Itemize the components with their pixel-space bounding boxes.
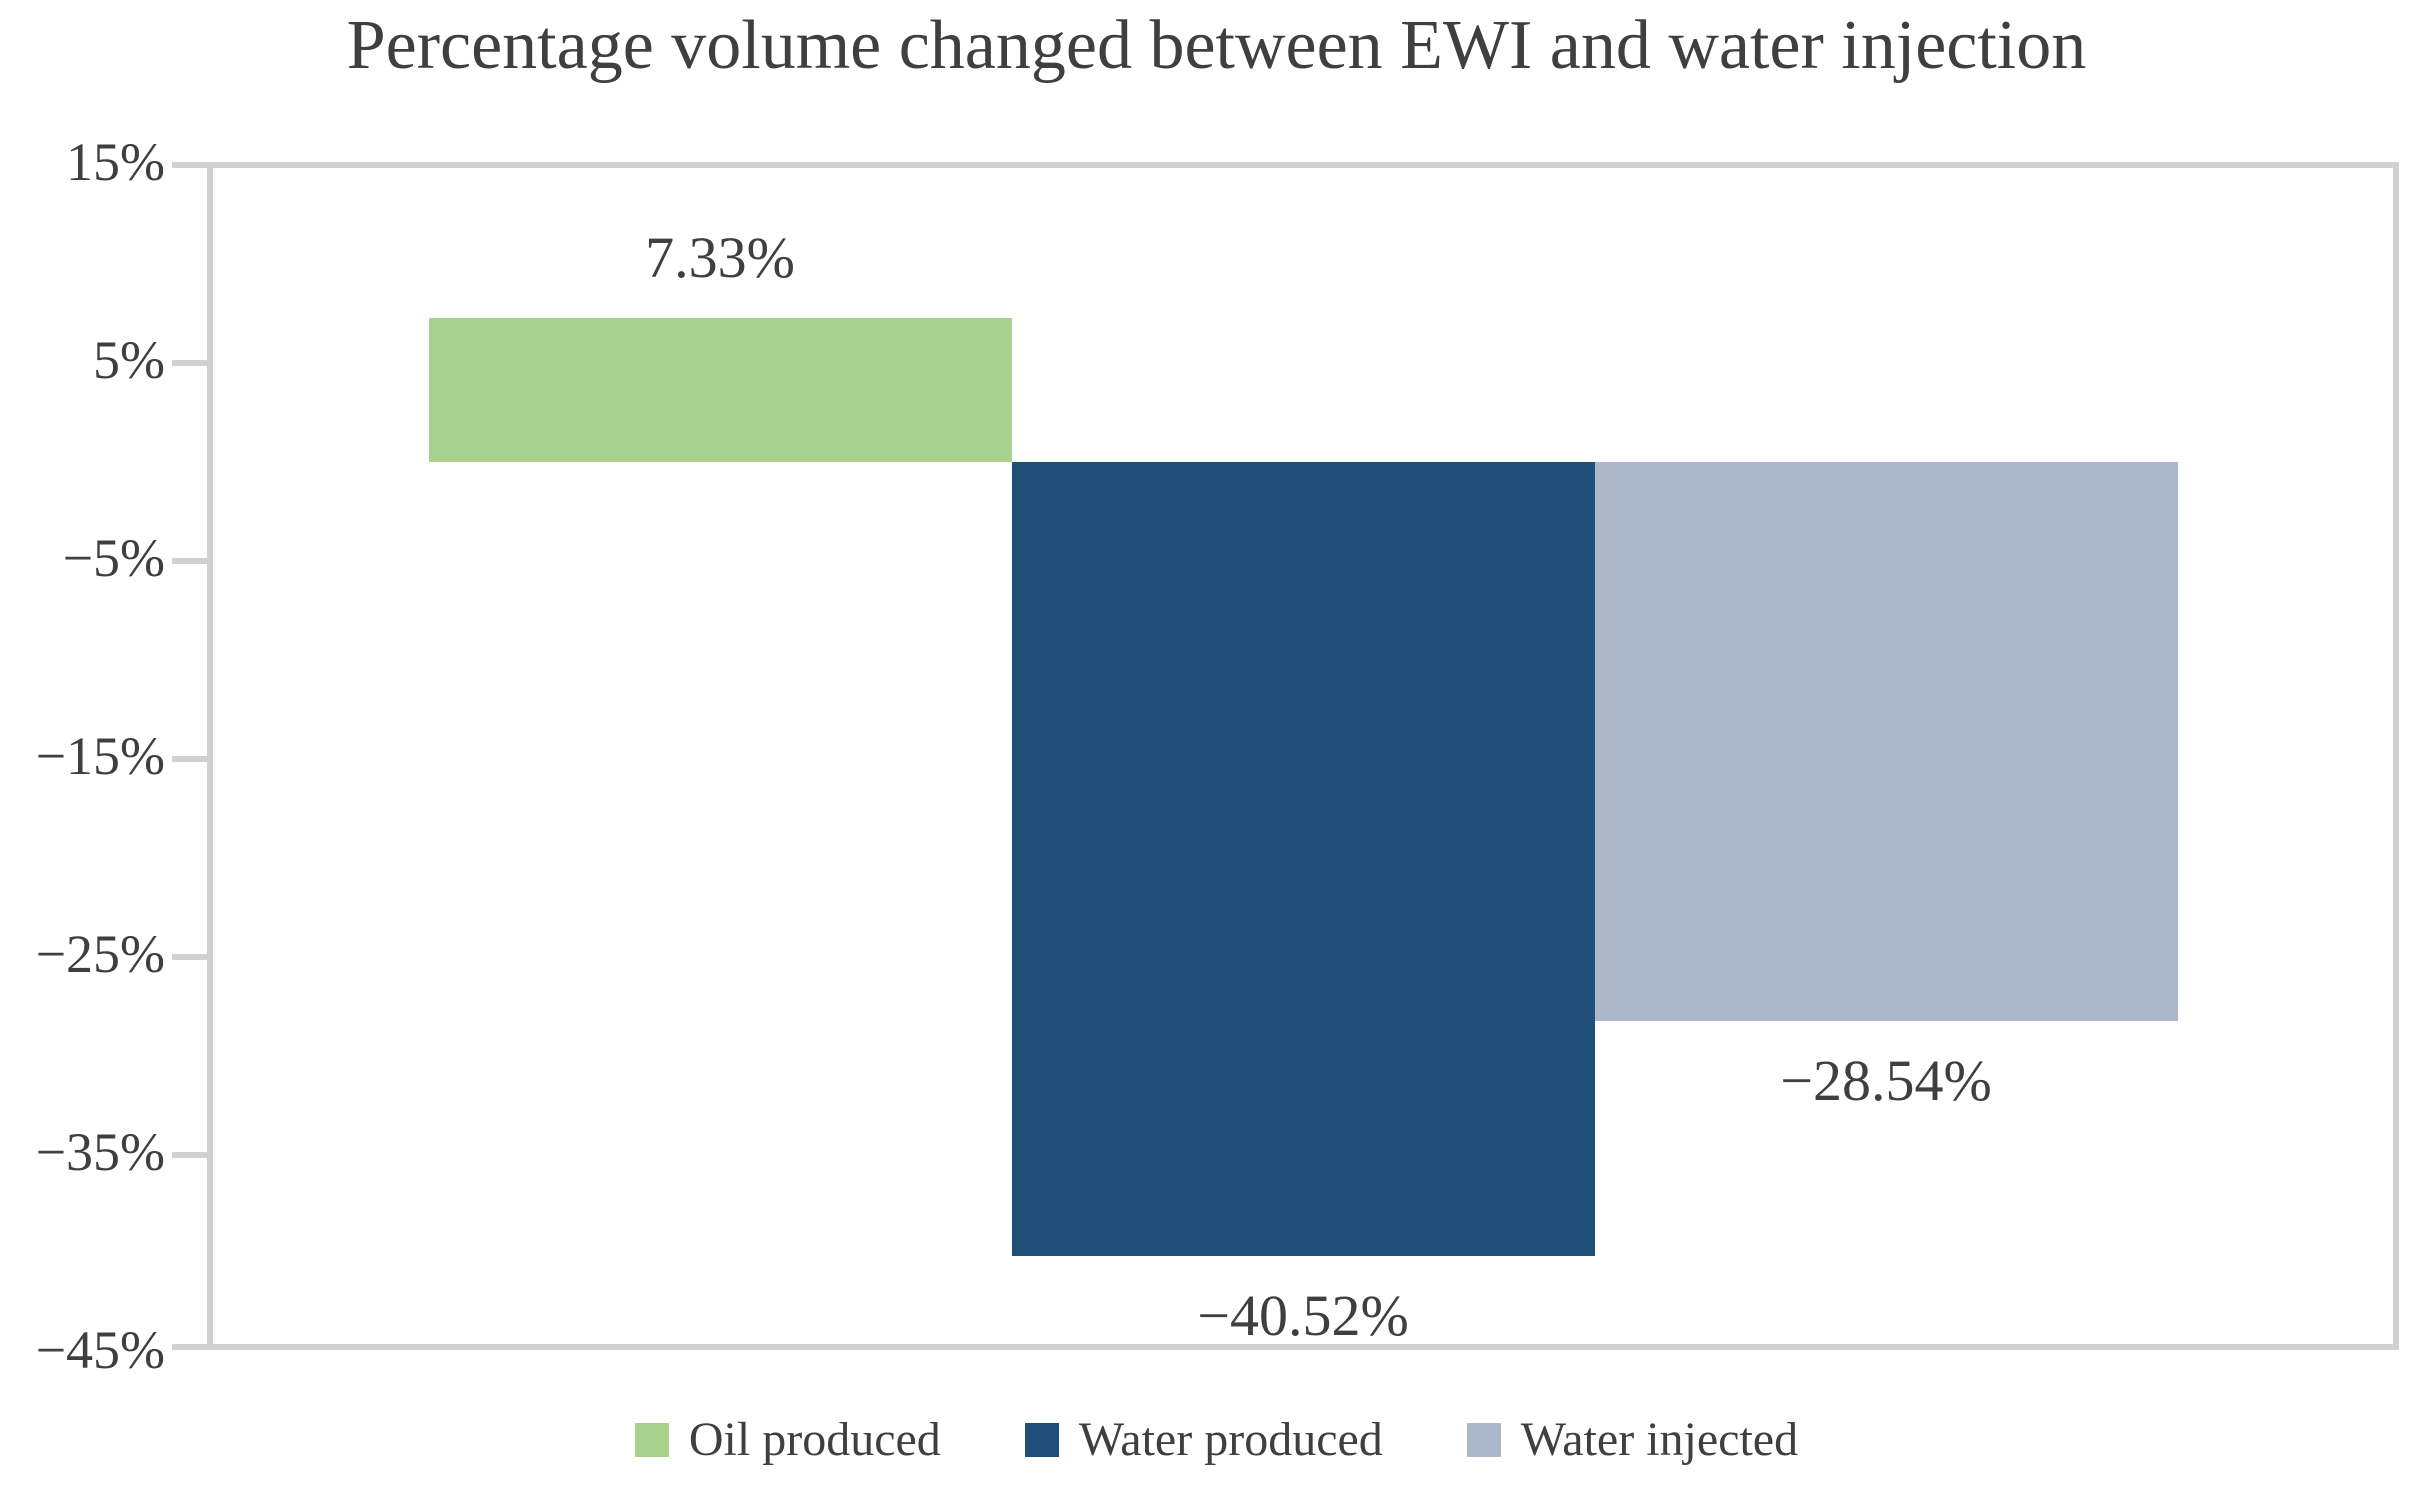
data-label-water-produced: −40.52% <box>1197 1283 1409 1349</box>
y-tick-label: −35% <box>35 1122 165 1182</box>
y-tick-label: −25% <box>35 924 165 984</box>
data-label-oil-produced: 7.33% <box>645 225 795 291</box>
legend-item-water-injected: Water injected <box>1466 1412 1799 1467</box>
y-tick-label: −15% <box>35 726 165 786</box>
y-tick-label: −5% <box>62 528 165 588</box>
chart-title: Percentage volume changed between EWI an… <box>346 7 2087 84</box>
legend-swatch-water-produced <box>1024 1422 1059 1457</box>
data-label-water-injected: −28.54% <box>1780 1048 1992 1114</box>
legend-label: Water produced <box>1078 1413 1383 1466</box>
y-axis-tick <box>172 558 207 564</box>
y-axis-tick <box>172 756 207 762</box>
legend-item-oil-produced: Oil produced <box>634 1412 941 1467</box>
legend-item-water-produced: Water produced <box>1024 1412 1383 1467</box>
legend: Oil produced Water produced Water inject… <box>0 1412 2433 1467</box>
y-axis-tick <box>172 162 207 168</box>
y-tick-label: 5% <box>93 330 165 390</box>
legend-swatch-water-injected <box>1466 1422 1501 1457</box>
bar-water-injected <box>1594 462 2178 1022</box>
bar-oil-produced <box>428 318 1012 462</box>
y-axis-tick <box>172 1152 207 1158</box>
bar-water-produced <box>1011 462 1595 1257</box>
y-tick-label: −45% <box>35 1320 165 1380</box>
y-axis-tick <box>172 360 207 366</box>
y-tick-label: 15% <box>66 132 165 192</box>
plot-area: 7.33% −40.52% −28.54% <box>172 162 2399 1350</box>
legend-label: Water injected <box>1520 1413 1799 1466</box>
legend-swatch-oil-produced <box>634 1422 669 1457</box>
y-axis-tick <box>172 954 207 960</box>
legend-label: Oil produced <box>688 1413 941 1466</box>
y-axis-tick <box>172 1344 207 1350</box>
